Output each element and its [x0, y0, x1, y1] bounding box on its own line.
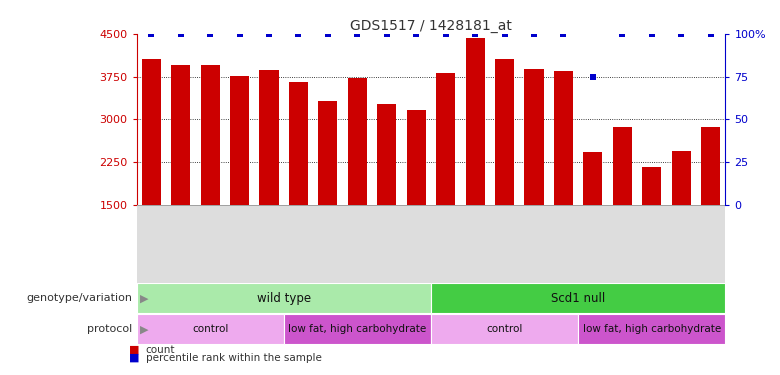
Bar: [230, 76, 249, 205]
Text: Scd1 null: Scd1 null: [551, 292, 605, 305]
Bar: [171, 65, 190, 205]
Bar: [436, 72, 456, 205]
Bar: [524, 69, 544, 205]
Bar: [289, 82, 308, 205]
Bar: [578, 315, 725, 344]
Bar: [200, 65, 220, 205]
Bar: [495, 59, 514, 205]
Bar: [406, 110, 426, 205]
Text: low fat, high carbohydrate: low fat, high carbohydrate: [583, 324, 721, 334]
Bar: [583, 152, 602, 205]
Text: protocol: protocol: [87, 324, 133, 334]
Bar: [554, 71, 573, 205]
Text: genotype/variation: genotype/variation: [27, 293, 133, 303]
Text: percentile rank within the sample: percentile rank within the sample: [146, 353, 321, 363]
Bar: [136, 284, 431, 313]
Bar: [318, 101, 338, 205]
Bar: [466, 38, 484, 205]
Bar: [672, 151, 691, 205]
Bar: [142, 59, 161, 205]
Text: control: control: [192, 324, 229, 334]
Text: ■: ■: [129, 353, 139, 363]
Bar: [378, 104, 396, 205]
Bar: [642, 167, 661, 205]
Bar: [348, 78, 367, 205]
Text: wild type: wild type: [257, 292, 310, 305]
Bar: [284, 315, 431, 344]
Text: low fat, high carbohydrate: low fat, high carbohydrate: [289, 324, 427, 334]
Bar: [431, 315, 578, 344]
Text: control: control: [487, 324, 523, 334]
Bar: [260, 70, 278, 205]
Bar: [431, 284, 725, 313]
Bar: [701, 127, 720, 205]
Text: count: count: [146, 345, 176, 355]
Bar: [136, 315, 284, 344]
Text: ■: ■: [129, 345, 139, 355]
Title: GDS1517 / 1428181_at: GDS1517 / 1428181_at: [350, 19, 512, 33]
Text: ▶: ▶: [140, 324, 149, 334]
Bar: [613, 127, 632, 205]
Text: ▶: ▶: [140, 293, 149, 303]
